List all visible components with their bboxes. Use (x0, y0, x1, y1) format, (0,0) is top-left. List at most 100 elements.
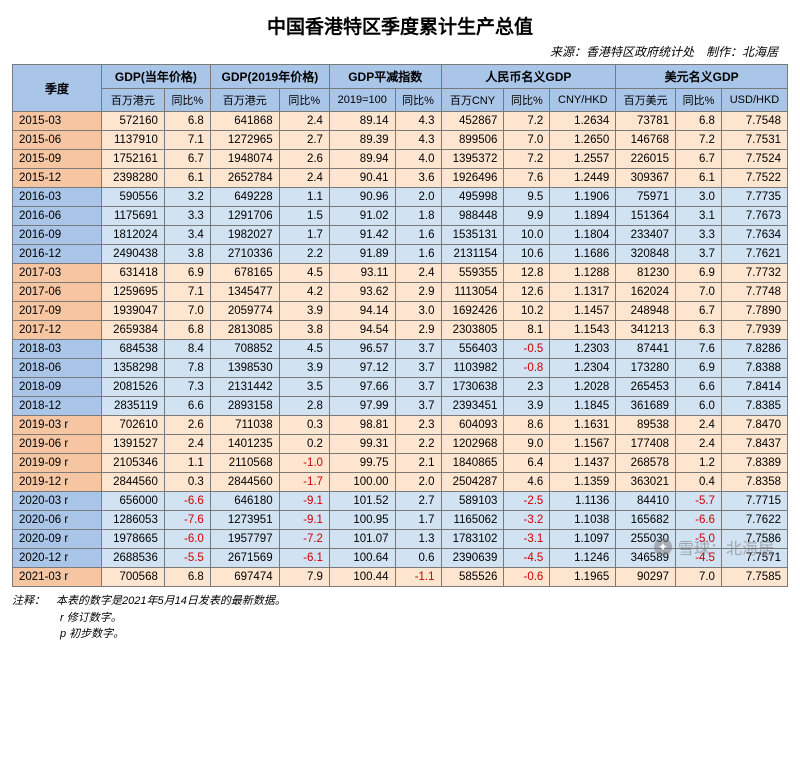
data-cell: 7.7748 (721, 283, 787, 302)
table-row: 2015-035721606.86418682.489.144.34528677… (13, 112, 788, 131)
table-row: 2018-1228351196.628931582.897.993.723934… (13, 397, 788, 416)
data-cell: 6.7 (164, 150, 210, 169)
data-cell: 1165062 (441, 511, 504, 530)
quarter-cell: 2020-06 r (13, 511, 102, 530)
data-cell: 100.95 (329, 511, 395, 530)
data-cell: 1.1359 (550, 473, 616, 492)
data-cell: 4.2 (279, 283, 329, 302)
data-cell: 3.2 (164, 188, 210, 207)
data-cell: 268578 (616, 454, 676, 473)
data-cell: 1.2449 (550, 169, 616, 188)
col-sub: 百万港元 (102, 89, 165, 112)
data-cell: 7.6 (504, 169, 550, 188)
data-cell: 2.4 (279, 112, 329, 131)
data-cell: 97.66 (329, 378, 395, 397)
data-cell: 1.8 (395, 207, 441, 226)
col-group: GDP(2019年价格) (210, 65, 329, 89)
data-cell: 1.6 (395, 245, 441, 264)
table-row: 2016-035905563.26492281.190.962.04959989… (13, 188, 788, 207)
data-cell: 6.7 (676, 302, 722, 321)
col-sub: 同比% (279, 89, 329, 112)
data-cell: 6.9 (676, 359, 722, 378)
data-cell: 165682 (616, 511, 676, 530)
data-cell: 2105346 (102, 454, 165, 473)
data-cell: 7.7621 (721, 245, 787, 264)
data-cell: 3.8 (164, 245, 210, 264)
data-cell: 4.5 (279, 264, 329, 283)
data-cell: 7.7585 (721, 568, 787, 587)
data-cell: 91.89 (329, 245, 395, 264)
data-cell: 100.00 (329, 473, 395, 492)
data-cell: 7.7715 (721, 492, 787, 511)
table-row: 2016-1224904383.827103362.291.891.621311… (13, 245, 788, 264)
data-cell: 2671569 (210, 549, 279, 568)
data-cell: 7.8414 (721, 378, 787, 397)
data-cell: 7.2 (504, 150, 550, 169)
data-cell: 1175691 (102, 207, 165, 226)
quarter-cell: 2016-12 (13, 245, 102, 264)
data-cell: 684538 (102, 340, 165, 359)
data-cell: 2504287 (441, 473, 504, 492)
data-cell: 7.7524 (721, 150, 787, 169)
data-cell: 90.96 (329, 188, 395, 207)
data-cell: 1.1906 (550, 188, 616, 207)
data-cell: 2.6 (164, 416, 210, 435)
data-cell: 1.1038 (550, 511, 616, 530)
quarter-cell: 2016-06 (13, 207, 102, 226)
table-row: 2015-0917521616.719480742.689.944.013953… (13, 150, 788, 169)
data-cell: 12.8 (504, 264, 550, 283)
data-cell: 8.1 (504, 321, 550, 340)
data-cell: 649228 (210, 188, 279, 207)
data-cell: 7.2 (504, 112, 550, 131)
data-cell: 320848 (616, 245, 676, 264)
data-cell: 1401235 (210, 435, 279, 454)
data-cell: 1.1457 (550, 302, 616, 321)
data-cell: 2059774 (210, 302, 279, 321)
quarter-cell: 2019-06 r (13, 435, 102, 454)
data-cell: 1103982 (441, 359, 504, 378)
data-cell: 646180 (210, 492, 279, 511)
data-cell: 702610 (102, 416, 165, 435)
data-cell: 6.6 (676, 378, 722, 397)
quarter-cell: 2017-09 (13, 302, 102, 321)
data-cell: 81230 (616, 264, 676, 283)
data-cell: 1.1246 (550, 549, 616, 568)
table-row: 2017-1226593846.828130853.894.542.923038… (13, 321, 788, 340)
data-cell: 2303805 (441, 321, 504, 340)
data-cell: 6.3 (676, 321, 722, 340)
data-cell: 7.7732 (721, 264, 787, 283)
data-cell: 7.8286 (721, 340, 787, 359)
data-cell: 2.8 (279, 397, 329, 416)
data-cell: 7.7531 (721, 131, 787, 150)
col-sub: CNY/HKD (550, 89, 616, 112)
table-row: 2016-0918120243.419820271.791.421.615351… (13, 226, 788, 245)
data-cell: 1.1317 (550, 283, 616, 302)
data-cell: 6.7 (676, 150, 722, 169)
data-cell: 146768 (616, 131, 676, 150)
col-group: 美元名义GDP (616, 65, 788, 89)
data-cell: 2131154 (441, 245, 504, 264)
col-sub: 百万美元 (616, 89, 676, 112)
data-cell: 7.8470 (721, 416, 787, 435)
data-cell: -1.7 (279, 473, 329, 492)
data-cell: 589103 (441, 492, 504, 511)
data-cell: 97.12 (329, 359, 395, 378)
data-cell: 1948074 (210, 150, 279, 169)
data-cell: 99.75 (329, 454, 395, 473)
data-cell: 1982027 (210, 226, 279, 245)
data-cell: 2.4 (676, 435, 722, 454)
data-cell: 10.6 (504, 245, 550, 264)
quarter-cell: 2019-12 r (13, 473, 102, 492)
data-cell: 6.6 (164, 397, 210, 416)
quarter-cell: 2019-03 r (13, 416, 102, 435)
data-cell: 7.7522 (721, 169, 787, 188)
data-cell: 248948 (616, 302, 676, 321)
data-cell: -6.0 (164, 530, 210, 549)
data-cell: 1259695 (102, 283, 165, 302)
col-sub: 同比% (395, 89, 441, 112)
data-cell: 1.2028 (550, 378, 616, 397)
data-cell: 4.5 (279, 340, 329, 359)
data-cell: 572160 (102, 112, 165, 131)
data-cell: 590556 (102, 188, 165, 207)
col-quarter: 季度 (13, 65, 102, 112)
